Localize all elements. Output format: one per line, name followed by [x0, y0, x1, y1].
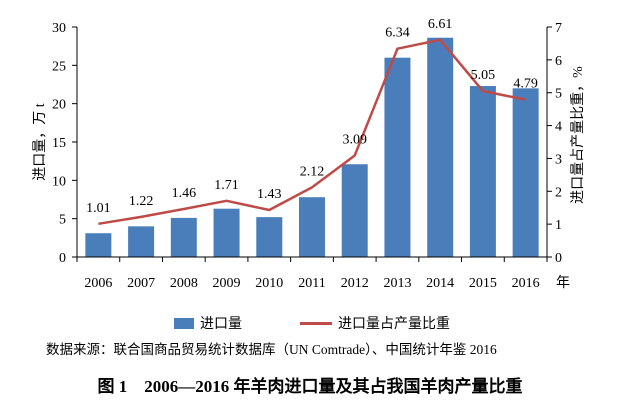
bar-2009	[213, 208, 240, 257]
y-tick-label-left: 25	[52, 59, 66, 74]
data-label-2011: 2.12	[300, 164, 325, 179]
data-label-2016: 4.79	[513, 77, 538, 92]
y-axis-title-left: 进口量，万 t	[32, 103, 48, 180]
legend-item-import-share: 进口量占产量比重	[300, 313, 450, 333]
x-tick-label: 2009	[213, 276, 241, 291]
x-tick-label: 2006	[84, 276, 112, 291]
legend-swatch-bar	[174, 317, 194, 329]
y-tick-label-right: 3	[555, 152, 562, 167]
data-label-2015: 5.05	[471, 68, 496, 83]
y-tick-label-left: 0	[59, 251, 66, 266]
data-source-note: 数据来源：联合国商品贸易统计数据库（UN Comtrade）、中国统计年鉴 20…	[46, 342, 497, 357]
x-tick-label: 2015	[469, 276, 497, 291]
x-tick-label: 2016	[512, 276, 540, 291]
legend-label-import-share: 进口量占产量比重	[338, 317, 450, 332]
data-label-2013: 6.34	[385, 26, 410, 41]
legend-swatch-line	[300, 321, 332, 325]
bar-2006	[85, 233, 112, 257]
legend-label-import-volume: 进口量	[200, 317, 242, 332]
x-tick-label: 2008	[170, 276, 198, 291]
y-tick-label-right: 6	[555, 54, 562, 69]
bar-2013	[384, 57, 411, 257]
combo-chart: 0 5 10 15 20 25 30 0 1 2 3 4 5 6 7 2006 2007 2008 2009 2010…	[32, 17, 586, 291]
data-label-2008: 1.46	[172, 186, 197, 201]
data-label-2014: 6.61	[428, 17, 453, 32]
bar-2010	[256, 217, 283, 257]
x-tick-label: 2010	[255, 276, 283, 291]
legend-item-import-volume: 进口量	[174, 313, 242, 333]
data-label-2007: 1.22	[129, 194, 154, 209]
bar-2014	[427, 37, 454, 257]
y-tick-label-left: 10	[52, 174, 66, 189]
bar-2008	[170, 217, 197, 257]
x-unit-label: 年	[556, 275, 570, 291]
y-tick-label-left: 5	[59, 213, 66, 228]
x-tick-label: 2012	[341, 276, 369, 291]
bar-2007	[128, 226, 155, 257]
x-tick-label: 2011	[298, 276, 325, 291]
bar-2016	[512, 88, 539, 257]
bar-2015	[469, 86, 496, 258]
data-label-2012: 3.09	[342, 132, 367, 147]
x-tick-label: 2014	[426, 276, 454, 291]
y-tick-label-right: 5	[555, 87, 562, 102]
y-tick-label-left: 15	[52, 136, 66, 151]
chart-legend: 进口量 进口量占产量比重	[0, 313, 620, 333]
y-tick-label-right: 1	[555, 218, 562, 233]
y-axis-title-right: 进口量占产量比重，%	[570, 66, 586, 204]
y-tick-label-right: 4	[555, 120, 562, 135]
data-label-2010: 1.43	[257, 187, 282, 202]
data-label-2006: 1.01	[86, 201, 111, 216]
y-tick-label-right: 2	[555, 185, 562, 200]
line-series-import-share	[98, 38, 526, 226]
figure-caption: 图 1 2006—2016 年羊肉进口量及其占我国羊肉产量比重	[97, 377, 523, 396]
bar-2012	[341, 164, 368, 257]
data-label-2009: 1.71	[214, 178, 239, 193]
y-tick-label-right: 0	[555, 251, 562, 266]
y-tick-label-left: 30	[52, 21, 66, 36]
x-tick-label: 2013	[383, 276, 411, 291]
x-tick-label: 2007	[127, 276, 155, 291]
bar-2011	[299, 197, 325, 257]
y-tick-label-left: 20	[52, 98, 66, 113]
y-tick-label-right: 7	[555, 21, 562, 36]
